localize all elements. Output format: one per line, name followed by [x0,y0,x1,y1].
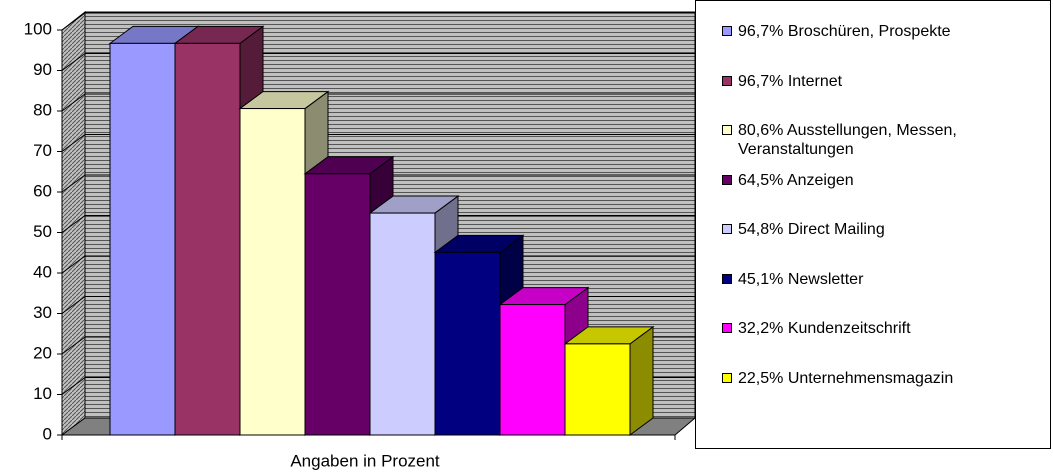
legend-label: 96,7% Internet [738,72,843,90]
legend-swatch [722,75,732,86]
legend-swatch [722,372,732,383]
legend-label: 96,7% Broschüren, Prospekte [738,23,951,40]
grid-line [61,377,86,395]
bar [564,343,631,436]
legend-swatch [722,125,732,135]
grid-line [61,134,86,152]
legend-label: 64,5% Anzeigen [738,171,854,189]
bar [434,251,501,436]
bar [499,304,566,436]
legend-entry: 80,6% Ausstellungen, Messen, Veranstaltu… [722,121,1053,159]
grid-line [61,255,86,274]
legend-swatch [722,224,732,234]
y-tick-label: 10 [33,384,52,403]
legend-entry: 96,7% Broschüren, Prospekte [722,22,1053,41]
y-tick-label: 100 [24,19,52,38]
legend-label: 32,2% Kundenzeitschrift [738,320,911,337]
legend-swatch [722,174,732,185]
legend-label: 45,1% Newsletter [738,270,864,288]
grid-line [61,336,86,355]
bar [109,42,176,436]
legend-swatch [722,323,732,333]
legend-entry: 45,1% Newsletter [722,270,1053,289]
y-tick-label: 30 [33,303,52,322]
y-tick-label: 0 [43,424,52,443]
y-tick-label: 80 [33,100,52,119]
bar [369,212,436,436]
grid-line [61,93,86,112]
x-axis-label: Angaben in Prozent [290,451,440,470]
grid-line [61,53,86,71]
y-tick-label: 20 [33,343,52,362]
legend-entry: 64,5% Anzeigen [722,171,1053,190]
y-tick-label: 70 [33,141,52,160]
bar-side [629,325,654,436]
grid-line [61,296,86,314]
legend-swatch [722,273,732,284]
legend-swatch [722,26,732,36]
bar [304,173,371,436]
legend-label: 22,5% Unternehmensmagazin [738,369,954,387]
legend-entry: 32,2% Kundenzeitschrift [722,319,1053,338]
legend-entry: 54,8% Direct Mailing [722,220,1053,239]
y-tick-label: 60 [33,181,52,200]
y-tick-label: 90 [33,60,52,79]
y-tick-label: 40 [33,262,52,281]
legend: 96,7% Broschüren, Prospekte 96,7% Interne… [695,0,1051,449]
legend-label: 80,6% Ausstellungen, Messen, Veranstaltu… [738,122,957,158]
grid-line [61,12,86,31]
grid-line [61,215,86,233]
bar [239,108,306,436]
legend-entry: 96,7% Internet [722,72,1053,91]
legend-entry: 22,5% Unternehmensmagazin [722,369,1053,388]
legend-label: 54,8% Direct Mailing [738,221,885,238]
y-tick-label: 50 [33,222,52,241]
bar [174,42,241,436]
grid-line [61,174,86,193]
